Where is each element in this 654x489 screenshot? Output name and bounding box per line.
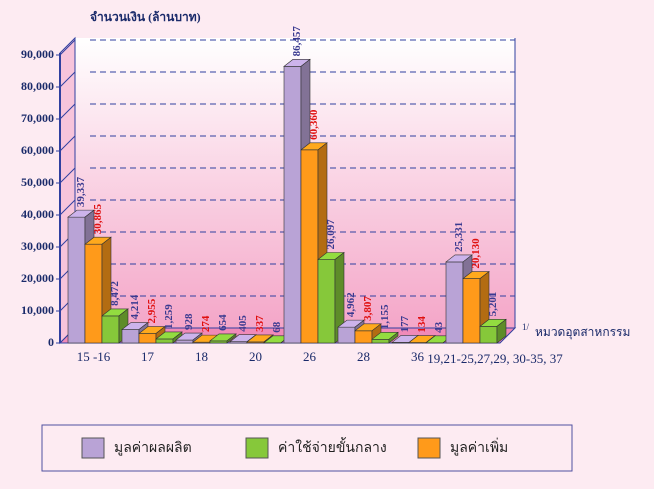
value-label: 26,097 — [325, 219, 337, 250]
y-tick-label: 60,000 — [21, 143, 54, 157]
legend-swatch — [417, 437, 441, 459]
value-label: 654 — [217, 314, 229, 331]
legend-swatch — [245, 437, 269, 459]
bar-front — [84, 243, 103, 344]
legend-label: มูลค่าเพิ่ม — [450, 438, 508, 456]
bar-front — [209, 340, 228, 344]
x-label-marker: 1/ — [522, 322, 530, 332]
value-label: 8,472 — [109, 281, 121, 306]
legend-label: ค่าใช้จ่ายขั้นกลาง — [278, 437, 387, 456]
bar — [371, 331, 399, 344]
bar — [209, 333, 237, 344]
y-tick-label: 0 — [48, 335, 54, 349]
bar-front — [317, 259, 336, 344]
bar-front — [479, 326, 498, 344]
value-label: 4,962 — [345, 292, 357, 317]
value-label: 60,360 — [308, 109, 320, 140]
value-label: 4,214 — [129, 294, 141, 319]
grid-diagonal — [59, 71, 76, 88]
x-tick-label: 36 — [411, 349, 425, 364]
bar — [317, 251, 345, 344]
y-tick-label: 80,000 — [21, 79, 54, 93]
bar-front — [138, 333, 157, 344]
grid-diagonal — [59, 135, 76, 152]
legend-label: มูลค่าผลผลิต — [114, 441, 192, 456]
bar-front — [371, 339, 390, 344]
y-tick-label: 10,000 — [21, 303, 54, 317]
value-label: 30,865 — [92, 203, 104, 234]
legend-swatch — [81, 437, 105, 459]
value-label: 43 — [433, 321, 445, 333]
value-label: 68 — [271, 321, 283, 333]
bar — [479, 318, 507, 344]
y-axis-label: จำนวนเงิน (ล้านบาท) — [90, 10, 201, 24]
x-tick-label: 17 — [141, 349, 155, 364]
value-label: 2,955 — [146, 298, 158, 323]
bar-front — [67, 216, 86, 344]
legend-box — [41, 424, 573, 472]
value-label: 274 — [200, 315, 212, 332]
x-tick-label: 19,21-25,27,29, 30-35, 37 — [427, 351, 563, 366]
y-tick-label: 70,000 — [21, 111, 54, 125]
bar-front — [121, 329, 140, 344]
x-tick-label: 28 — [357, 349, 370, 364]
value-label: 134 — [416, 316, 428, 333]
grid-diagonal — [59, 167, 76, 184]
value-label: 3,807 — [362, 296, 374, 321]
value-label: 928 — [183, 313, 195, 330]
y-tick-label: 40,000 — [21, 207, 54, 221]
x-axis-label: หมวดอุตสาหกรรม — [535, 325, 630, 340]
value-label: 20,130 — [470, 238, 482, 269]
bar-front — [445, 261, 464, 344]
y-tick-label: 30,000 — [21, 239, 54, 253]
bar-front — [155, 338, 174, 344]
bar-front — [101, 315, 120, 344]
bar-side — [496, 318, 507, 344]
grid-diagonal — [59, 199, 76, 216]
bar — [354, 323, 382, 344]
value-label: 39,337 — [75, 176, 87, 207]
y-tick-label: 20,000 — [21, 271, 54, 285]
bar-front — [283, 66, 302, 344]
y-tick-label: 90,000 — [21, 47, 54, 61]
bar-front — [462, 278, 481, 344]
bar-front — [175, 339, 194, 344]
value-label: 1,259 — [163, 304, 175, 329]
x-tick-label: 26 — [303, 349, 317, 364]
x-tick-label: 20 — [249, 349, 262, 364]
value-label: 86,457 — [291, 26, 303, 57]
value-label: 177 — [399, 315, 411, 332]
value-label: 337 — [254, 315, 266, 332]
bar-front — [300, 149, 319, 344]
value-label: 5,201 — [487, 292, 499, 317]
grid-diagonal — [59, 39, 76, 56]
x-tick-label: 18 — [195, 349, 208, 364]
x-tick-label: 15 -16 — [77, 349, 111, 364]
grid-diagonal — [59, 103, 76, 120]
bar-front — [354, 330, 373, 344]
value-label: 25,331 — [453, 222, 465, 252]
bar-side — [226, 333, 237, 344]
value-label: 405 — [237, 315, 249, 332]
y-tick-label: 50,000 — [21, 175, 54, 189]
bar-side — [388, 331, 399, 344]
bar-front — [337, 326, 356, 344]
value-label: 1,155 — [379, 304, 391, 329]
